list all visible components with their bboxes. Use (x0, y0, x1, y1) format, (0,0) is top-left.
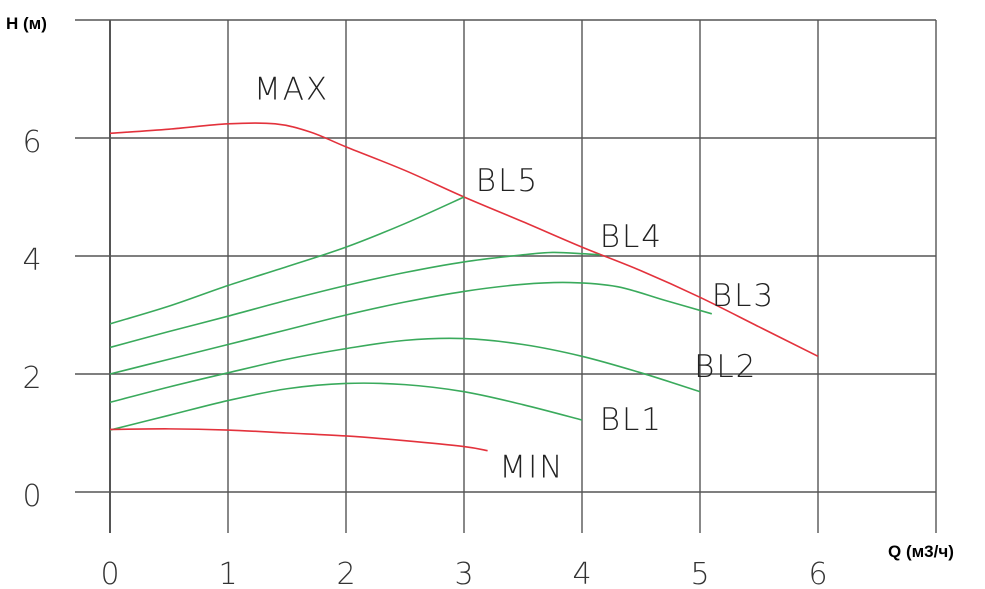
series-line-bl2 (109, 337, 701, 404)
series-line-bl5 (109, 196, 465, 325)
grid (75, 19, 937, 533)
series-line-bl1 (109, 382, 583, 431)
x-axis-title: Q (м3/ч) (888, 542, 954, 561)
y-tick-label: 6 (22, 125, 41, 160)
x-tick-label: 6 (808, 557, 827, 589)
x-tick-label: 3 (454, 557, 473, 589)
x-tick-label: 4 (572, 557, 591, 589)
series-label-min: MIN (499, 449, 564, 485)
series-line-bl4 (109, 251, 600, 349)
series-label-max: MAX (254, 72, 329, 108)
series-label-bl4: BL4 (600, 219, 663, 255)
series-label-bl5: BL5 (476, 163, 539, 199)
series-line-min (109, 428, 488, 452)
x-tick-label: 5 (690, 557, 709, 589)
series-curves (109, 122, 819, 452)
series-line-bl3 (109, 281, 713, 375)
x-tick-label: 1 (218, 557, 237, 589)
series-line-max (109, 122, 819, 358)
series-label-bl3: BL3 (712, 278, 775, 314)
tick-labels: 0 1 2 3 4 5 6 0 2 4 6 (22, 125, 827, 589)
y-tick-label: 0 (22, 479, 41, 514)
x-tick-label: 0 (100, 557, 119, 589)
y-tick-label: 2 (22, 361, 41, 396)
curve-labels: MAX BL5 BL4 BL3 BL2 BL1 MIN (254, 72, 775, 486)
y-axis-title: H (м) (6, 14, 47, 33)
x-tick-label: 2 (336, 557, 355, 589)
series-label-bl2: BL2 (694, 349, 757, 385)
y-tick-label: 4 (22, 243, 41, 278)
series-label-bl1: BL1 (600, 402, 663, 438)
